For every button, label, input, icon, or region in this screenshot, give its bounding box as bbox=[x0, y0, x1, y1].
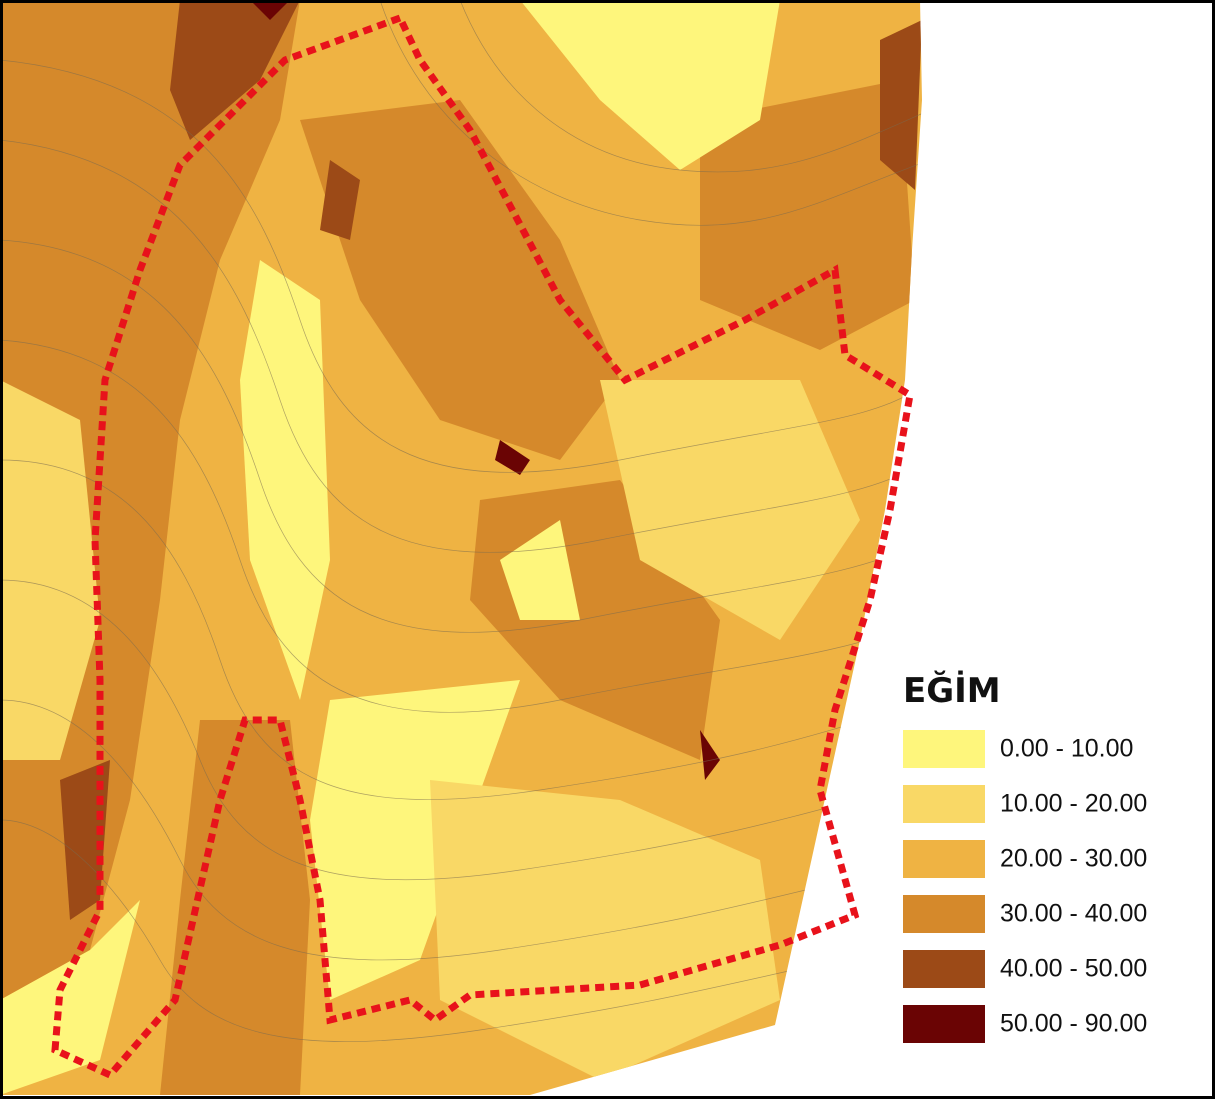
legend-swatch bbox=[903, 730, 985, 768]
legend-label: 40.00 - 50.00 bbox=[1000, 955, 1147, 983]
legend-label: 20.00 - 30.00 bbox=[1000, 845, 1147, 873]
legend-swatch bbox=[903, 785, 985, 823]
legend-label: 30.00 - 40.00 bbox=[1000, 900, 1147, 928]
legend-swatch bbox=[903, 950, 985, 988]
legend: 0.00 - 10.00 10.00 - 20.00 20.00 - 30.00 30… bbox=[903, 730, 1147, 1043]
legend-label: 0.00 - 10.00 bbox=[1000, 735, 1133, 763]
legend-title: EĞİM bbox=[903, 670, 1001, 711]
slope-raster bbox=[0, 0, 922, 1095]
study-area-boundary bbox=[51, 13, 914, 1080]
legend-label: 50.00 - 90.00 bbox=[1000, 1010, 1147, 1038]
legend-swatch bbox=[903, 1005, 985, 1043]
legend-swatch bbox=[903, 895, 985, 933]
legend-swatch bbox=[903, 840, 985, 878]
legend-label: 10.00 - 20.00 bbox=[1000, 790, 1147, 818]
